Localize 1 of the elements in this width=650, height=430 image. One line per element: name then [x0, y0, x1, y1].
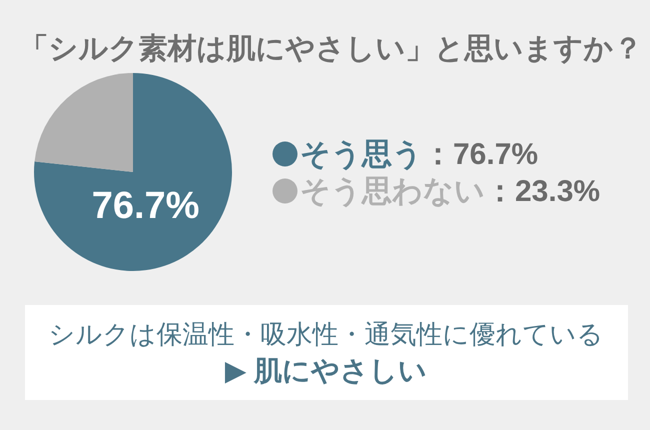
title: 「シルク素材は肌にやさしい」と思いますか？: [20, 33, 642, 65]
